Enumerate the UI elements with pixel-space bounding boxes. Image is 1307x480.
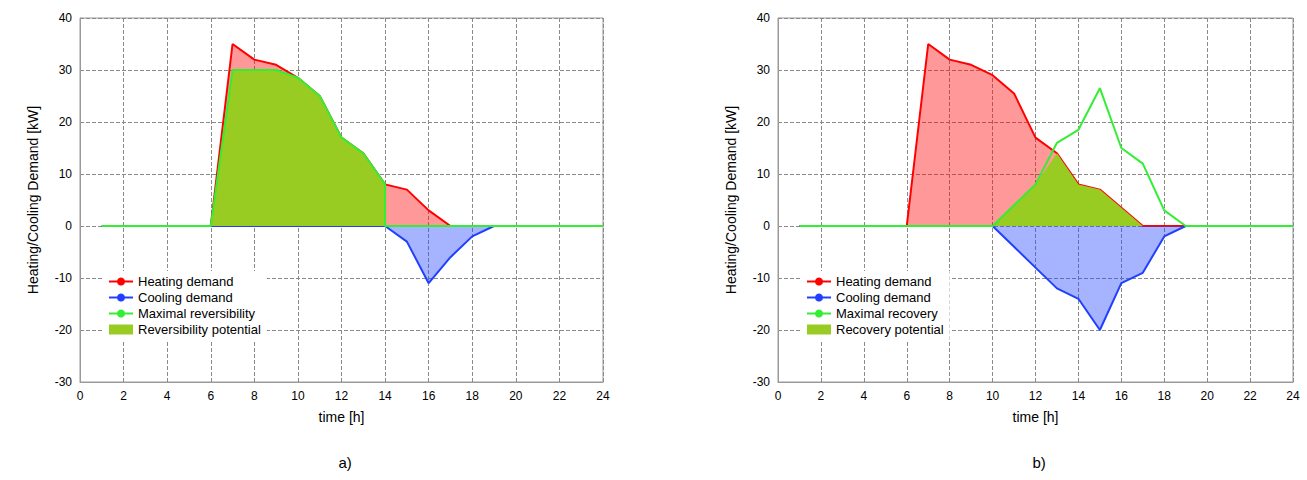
svg-text:Maximal recovery: Maximal recovery	[836, 306, 938, 321]
svg-text:-20: -20	[55, 323, 73, 337]
svg-text:-30: -30	[753, 375, 771, 389]
svg-text:Cooling demand: Cooling demand	[836, 290, 931, 305]
svg-text:20: 20	[1200, 389, 1214, 403]
svg-text:16: 16	[1115, 389, 1129, 403]
svg-text:24: 24	[596, 389, 610, 403]
svg-text:4: 4	[860, 389, 867, 403]
svg-text:Heating demand: Heating demand	[138, 274, 233, 289]
svg-text:10: 10	[757, 167, 771, 181]
svg-text:8: 8	[251, 389, 258, 403]
svg-text:Reversibility potential: Reversibility potential	[138, 322, 261, 337]
svg-text:14: 14	[1072, 389, 1086, 403]
svg-text:20: 20	[59, 115, 73, 129]
svg-text:30: 30	[59, 63, 73, 77]
svg-text:0: 0	[763, 219, 770, 233]
svg-text:6: 6	[207, 389, 214, 403]
svg-text:20: 20	[509, 389, 523, 403]
svg-text:Recovery potential: Recovery potential	[836, 322, 944, 337]
svg-text:0: 0	[77, 389, 84, 403]
svg-text:24: 24	[1286, 389, 1300, 403]
svg-text:12: 12	[1029, 389, 1043, 403]
svg-text:2: 2	[120, 389, 127, 403]
svg-text:22: 22	[553, 389, 567, 403]
svg-text:Maximal reversibility: Maximal reversibility	[138, 306, 256, 321]
svg-text:Heating/Cooling Demand [kW]: Heating/Cooling Demand [kW]	[25, 106, 41, 294]
svg-text:time [h]: time [h]	[319, 409, 365, 425]
svg-text:10: 10	[986, 389, 1000, 403]
svg-text:16: 16	[422, 389, 436, 403]
svg-text:10: 10	[291, 389, 305, 403]
svg-text:4: 4	[164, 389, 171, 403]
svg-text:0: 0	[65, 219, 72, 233]
svg-text:10: 10	[59, 167, 73, 181]
svg-text:2: 2	[818, 389, 825, 403]
svg-text:-20: -20	[753, 323, 771, 337]
svg-text:14: 14	[378, 389, 392, 403]
svg-text:Cooling demand: Cooling demand	[138, 290, 233, 305]
svg-text:6: 6	[903, 389, 910, 403]
svg-text:-10: -10	[55, 271, 73, 285]
svg-text:8: 8	[946, 389, 953, 403]
svg-text:b): b)	[1033, 454, 1046, 471]
svg-text:-10: -10	[753, 271, 771, 285]
svg-text:time [h]: time [h]	[1013, 409, 1059, 425]
svg-text:a): a)	[339, 454, 352, 471]
svg-text:20: 20	[757, 115, 771, 129]
svg-text:18: 18	[466, 389, 480, 403]
svg-text:40: 40	[757, 11, 771, 25]
svg-text:40: 40	[59, 11, 73, 25]
svg-text:12: 12	[335, 389, 349, 403]
svg-text:22: 22	[1243, 389, 1257, 403]
svg-text:30: 30	[757, 63, 771, 77]
svg-text:-30: -30	[55, 375, 73, 389]
svg-text:0: 0	[775, 389, 782, 403]
svg-text:Heating/Cooling Demand [kW]: Heating/Cooling Demand [kW]	[723, 106, 739, 294]
svg-text:18: 18	[1158, 389, 1172, 403]
svg-text:Heating demand: Heating demand	[836, 274, 931, 289]
